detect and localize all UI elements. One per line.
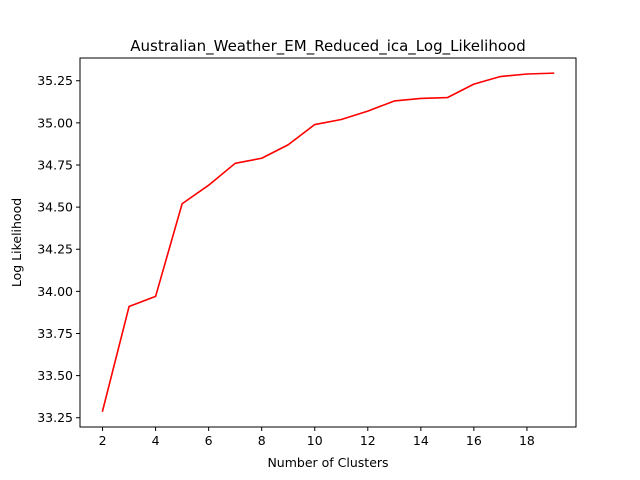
y-tick-label: 33.50: [37, 368, 73, 383]
y-tick-label: 34.00: [37, 284, 73, 299]
series-layer: [101, 72, 555, 412]
x-tick-label: 4: [152, 433, 160, 448]
x-tick-label: 18: [519, 433, 535, 448]
plot-area: 2 4 6 8 10 12 14 16 18 33.25 33.50 33.75 34.00 34.25…: [37, 57, 577, 448]
chart-title: Australian_Weather_EM_Reduced_ica_Log_Li…: [130, 37, 525, 56]
x-tick-label: 16: [466, 433, 482, 448]
x-tick-label: 14: [413, 433, 429, 448]
y-tick-label: 34.25: [37, 242, 73, 257]
x-tick-label: 8: [258, 433, 266, 448]
x-tick-label: 10: [307, 433, 323, 448]
x-tick-label: 12: [360, 433, 376, 448]
y-tick-label: 34.50: [37, 200, 73, 215]
plot-background: [80, 58, 576, 427]
series-line-0: [101, 72, 555, 412]
plot-frame: [79, 57, 577, 428]
x-tick-label: 2: [99, 433, 107, 448]
x-axis-ticks: 2 4 6 8 10 12 14 16 18: [99, 427, 535, 448]
y-axis-ticks: 33.25 33.50 33.75 34.00 34.25 34.50 34.75 35.00…: [37, 73, 80, 425]
x-tick-label: 6: [205, 433, 213, 448]
y-tick-label: 35.00: [37, 115, 73, 130]
y-tick-label: 35.25: [37, 73, 73, 88]
x-axis-label: Number of Clusters: [267, 455, 388, 470]
y-axis-label: Log Likelihood: [9, 198, 24, 287]
y-tick-label: 33.75: [37, 326, 73, 341]
y-tick-label: 33.25: [37, 410, 73, 425]
y-tick-label: 34.75: [37, 157, 73, 172]
